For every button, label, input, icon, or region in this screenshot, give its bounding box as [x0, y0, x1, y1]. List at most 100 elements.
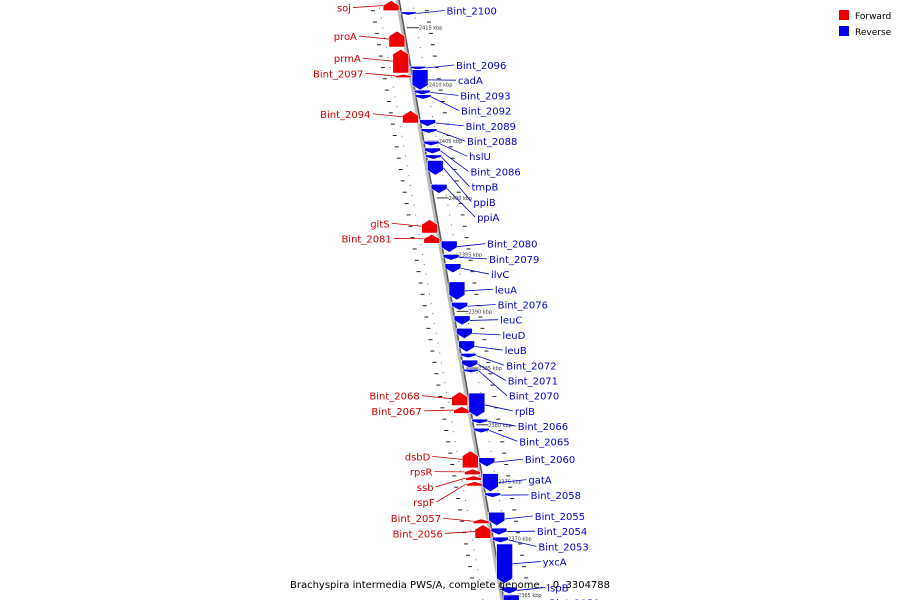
gene-label-bint-2067[interactable]: Bint_2067	[371, 407, 421, 418]
gene-label-bint-2054[interactable]: Bint_2054	[537, 527, 587, 538]
gene-ilvc-reverse[interactable]	[444, 263, 462, 274]
gene-bint-2076-reverse[interactable]	[451, 301, 468, 311]
gene-bint-2092-reverse[interactable]	[414, 94, 432, 100]
gene-label-bint-2057[interactable]: Bint_2057	[391, 514, 441, 525]
gene-bint-2071-reverse[interactable]	[461, 359, 478, 369]
gene-label-leuc[interactable]: leuC	[500, 316, 522, 327]
gene-gata-reverse[interactable]	[482, 473, 499, 493]
gene-bint-2056-forward[interactable]	[474, 524, 492, 539]
gene-bint-2070-reverse[interactable]	[462, 368, 480, 373]
gene-bint-2060-reverse[interactable]	[478, 457, 496, 468]
gene-label-leub[interactable]: leuB	[505, 346, 527, 357]
gene-label-bint-2056[interactable]: Bint_2056	[393, 529, 443, 540]
gene-label-bint-2055[interactable]: Bint_2055	[535, 512, 585, 523]
gene-bint-2054-reverse[interactable]	[490, 527, 508, 536]
gene-bint-2057-forward[interactable]	[472, 518, 490, 524]
gene-bint-2097-forward[interactable]	[395, 73, 412, 78]
gene-bint-2081-forward[interactable]	[423, 233, 441, 244]
gene-label-bint-2058[interactable]: Bint_2058	[531, 491, 581, 502]
gene-label-proa[interactable]: proA	[334, 32, 357, 43]
gene-hslu-reverse[interactable]	[422, 140, 440, 147]
gene-leud-reverse[interactable]	[456, 328, 473, 339]
gene-soj-forward[interactable]	[382, 0, 400, 11]
gene-bint-2089-reverse[interactable]	[419, 119, 436, 127]
gene-label-bint-2089[interactable]: Bint_2089	[466, 122, 516, 133]
gene-bint-2053-reverse[interactable]	[492, 536, 509, 544]
gene-label-leud[interactable]: leuD	[502, 331, 525, 342]
gene-bint-2100-reverse[interactable]	[400, 11, 417, 16]
gene-bint-2058-reverse[interactable]	[484, 492, 501, 498]
gene-label-gata[interactable]: gatA	[528, 476, 551, 487]
gene-label-bint-2081[interactable]: Bint_2081	[341, 234, 391, 245]
gene-bint-2066-reverse[interactable]	[471, 418, 489, 424]
gene-leub-reverse[interactable]	[458, 340, 475, 353]
gene-bint-2055-reverse[interactable]	[488, 511, 506, 527]
gene-ispb-reverse[interactable]	[500, 586, 518, 595]
gene-label-bint-2086[interactable]: Bint_2086	[470, 167, 520, 178]
gene-proa-forward[interactable]	[388, 30, 406, 48]
gene-label-rplb[interactable]: rplB	[515, 407, 535, 418]
gene-label-bint-2071[interactable]: Bint_2071	[508, 376, 558, 387]
gene-label-tmpb[interactable]: tmpB	[472, 183, 499, 194]
gene-label-ssb[interactable]: ssb	[417, 483, 434, 494]
gene-label-prma[interactable]: prmA	[334, 54, 361, 65]
gene-rpsr-forward[interactable]	[464, 468, 481, 476]
gene-label-bint-2053[interactable]: Bint_2053	[538, 542, 588, 553]
gene-label-bint-2066[interactable]: Bint_2066	[518, 422, 568, 433]
leader-ssb	[435, 477, 466, 488]
gene-label-rpsr[interactable]: rpsR	[410, 468, 433, 479]
gene-label-bint-2068[interactable]: Bint_2068	[369, 392, 419, 403]
gene-ppia-reverse[interactable]	[430, 183, 448, 194]
gene-label-leua[interactable]: leuA	[495, 285, 517, 296]
gene-label-bint-2079[interactable]: Bint_2079	[489, 255, 539, 266]
gene-prma-forward[interactable]	[392, 48, 410, 74]
gene-label-ispb[interactable]: ispB	[547, 583, 568, 594]
gene-label-rspf[interactable]: rspF	[413, 498, 435, 509]
leader-bint-2071	[477, 363, 506, 381]
gene-dsbd-forward[interactable]	[462, 450, 479, 469]
gene-label-bint-2060[interactable]: Bint_2060	[525, 455, 575, 466]
gene-label-glts[interactable]: gltS	[370, 219, 389, 230]
gene-label-bint-2100[interactable]: Bint_2100	[446, 7, 496, 18]
gene-label-bint-2097[interactable]: Bint_2097	[313, 69, 363, 80]
gene-tmpb-reverse[interactable]	[425, 154, 442, 160]
gene-bint-2072-reverse[interactable]	[459, 353, 477, 359]
gene-bint-2050-reverse[interactable]	[502, 594, 520, 600]
gene-bint-2096-reverse[interactable]	[409, 65, 427, 70]
gene-bint-2080-reverse[interactable]	[440, 240, 458, 253]
gene-bint-2065-reverse[interactable]	[472, 427, 490, 434]
gene-label-bint-2088[interactable]: Bint_2088	[467, 137, 517, 148]
gene-label-ppia[interactable]: ppiA	[477, 213, 499, 224]
gene-label-bint-2092[interactable]: Bint_2092	[461, 107, 511, 118]
gene-label-cada[interactable]: cadA	[458, 76, 483, 87]
gene-label-bint-2072[interactable]: Bint_2072	[506, 361, 556, 372]
gene-label-bint-2094[interactable]: Bint_2094	[320, 110, 370, 121]
gene-bint-2079-reverse[interactable]	[442, 254, 460, 261]
gene-leuc-reverse[interactable]	[453, 315, 471, 326]
gene-label-bint-2050[interactable]: Bint_2050	[549, 599, 599, 600]
gene-label-soj[interactable]: soj	[337, 4, 351, 15]
gene-bint-2068-forward[interactable]	[451, 391, 469, 406]
gene-leua-reverse[interactable]	[448, 281, 466, 301]
gene-label-yxca[interactable]: yxcA	[543, 558, 567, 569]
gene-cada-reverse[interactable]	[411, 69, 429, 91]
gene-label-bint-2070[interactable]: Bint_2070	[509, 392, 559, 403]
gene-label-bint-2096[interactable]: Bint_2096	[456, 61, 506, 72]
gene-glts-forward[interactable]	[421, 219, 438, 234]
gene-bint-2086-reverse[interactable]	[424, 147, 441, 154]
gene-bint-2088-reverse[interactable]	[420, 128, 438, 134]
gene-ssb-forward[interactable]	[465, 475, 482, 481]
gene-label-hslu[interactable]: hslU	[469, 152, 491, 163]
gene-ppib-reverse[interactable]	[427, 160, 444, 176]
gene-label-bint-2065[interactable]: Bint_2065	[519, 437, 569, 448]
gene-rplb-reverse[interactable]	[468, 392, 486, 418]
gene-label-ilvc[interactable]: ilvC	[491, 270, 509, 281]
gene-bint-2093-reverse[interactable]	[413, 89, 431, 95]
gene-label-dsbd[interactable]: dsbD	[405, 452, 431, 463]
gene-label-ppib[interactable]: ppiB	[473, 198, 495, 209]
gene-label-bint-2080[interactable]: Bint_2080	[487, 240, 537, 251]
gene-yxca-reverse[interactable]	[496, 543, 513, 584]
gene-bint-2094-forward[interactable]	[402, 110, 419, 124]
gene-label-bint-2093[interactable]: Bint_2093	[460, 91, 510, 102]
gene-label-bint-2076[interactable]: Bint_2076	[498, 300, 548, 311]
